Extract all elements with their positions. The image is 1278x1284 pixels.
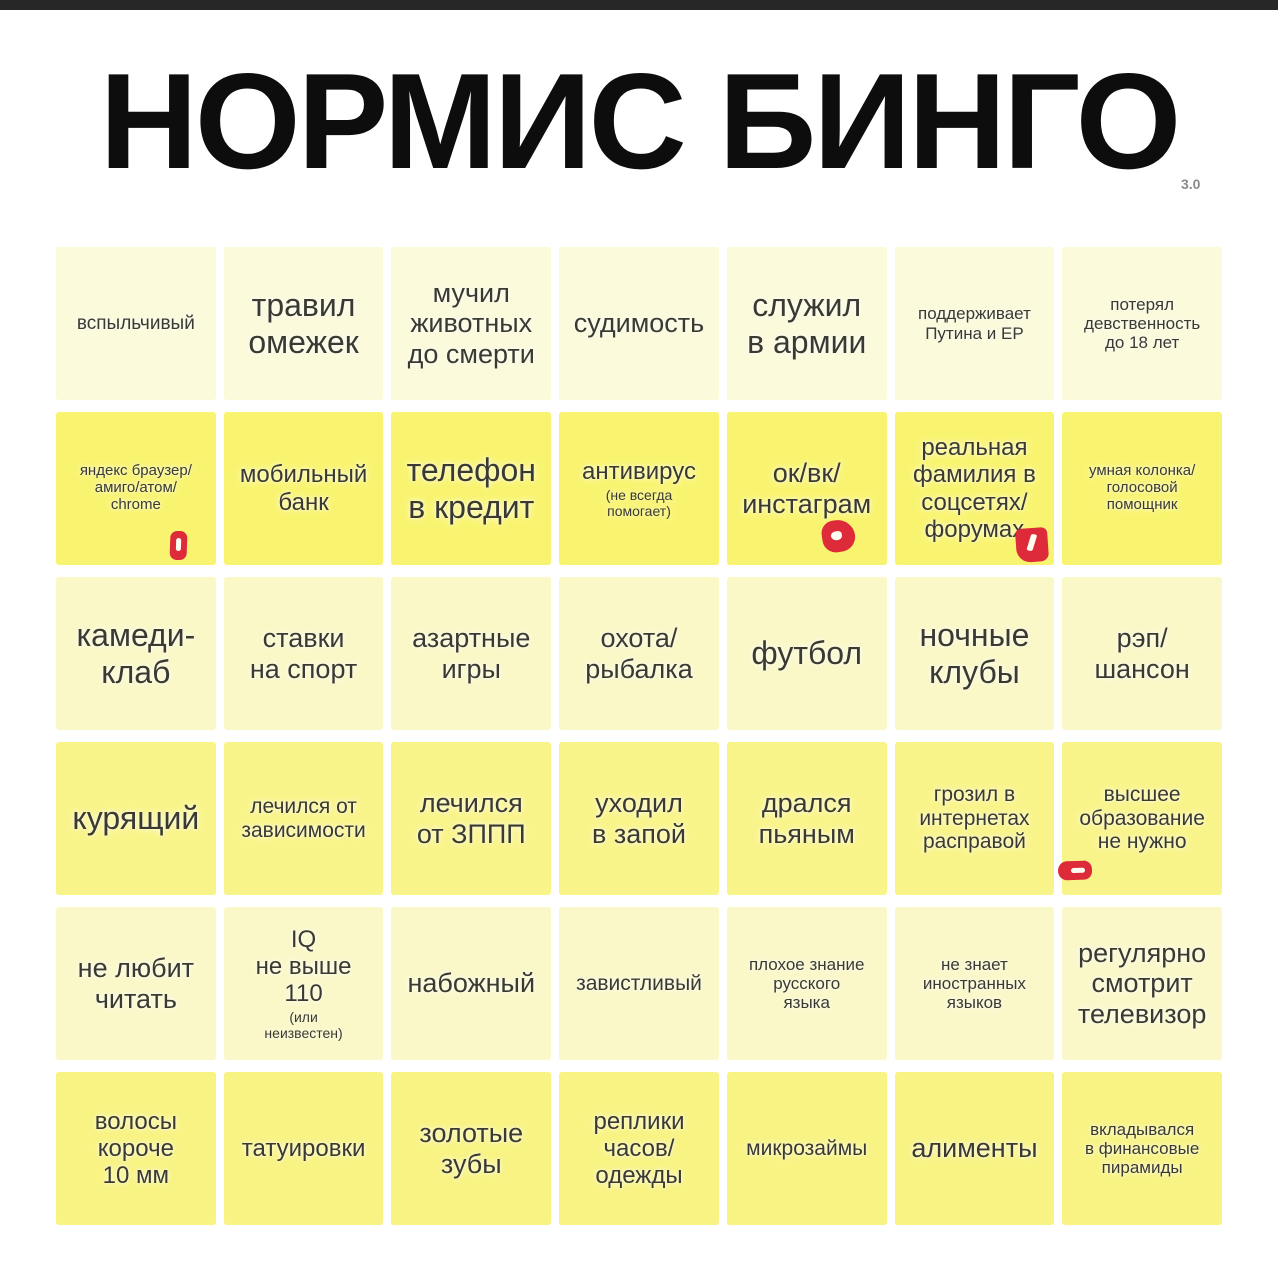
bingo-cell-r5c3: набожный [391,907,552,1060]
bingo-cell-text: вспыльчивый [76,312,195,334]
bingo-cell-text: азартные игры [412,623,531,684]
bingo-cell-r4c2: лечился от зависимости [223,742,384,895]
bingo-cell-text: травил омежек [248,287,359,360]
bingo-cell-text: рэп/ шансон [1094,623,1190,684]
bingo-cell-text: вкладывался в финансовые пирамиды [1084,1119,1200,1178]
bingo-cell-text: дрался пьяным [758,788,855,849]
bingo-cell-r2c6: реальная фамилия в соцсетях/ форумах [894,412,1055,565]
page-title: НОРМИС БИНГО [99,45,1182,197]
red-marker-doodle-education [1057,860,1093,881]
bingo-cell-r3c4: охота/ рыбалка [559,577,719,730]
bingo-cell-r6c6: алименты [894,1072,1055,1225]
bingo-cell-text: умная колонка/ голосовой помощник [1089,462,1196,513]
bingo-cell-r2c3: телефон в кредит [391,412,552,565]
bingo-cell-r5c1: не любит читать [56,907,216,1060]
bingo-cell-r2c7: умная колонка/ голосовой помощник [1062,412,1222,565]
bingo-cell-r3c7: рэп/ шансон [1062,577,1222,730]
bingo-cell-text: не любит читать [77,953,195,1014]
bingo-cell-text: курящий [72,800,200,837]
marker-doodle-highlight [175,537,182,552]
bingo-cell-text: антивирус [582,458,696,486]
red-marker-doodle-browsers [169,530,188,561]
bingo-cell-text: охота/ рыбалка [585,623,693,684]
bingo-cell-text: золотые зубы [419,1118,524,1179]
bingo-cell-r1c1: вспыльчивый [56,247,216,400]
bingo-cell-r6c2: татуировки [223,1072,384,1225]
bingo-cell-note: (не всегда помогает) [605,487,673,519]
bingo-cell-text: футбол [751,635,863,672]
bingo-cell-text: поддерживает Путина и ЕР [917,304,1031,343]
bingo-cell-r3c1: камеди- клаб [56,577,216,730]
bingo-cell-r5c2: IQ не выше 110 (или неизвестен) [223,907,384,1060]
bingo-cell-r3c3: азартные игры [391,577,552,730]
marker-doodle-highlight [1026,533,1038,552]
bingo-cell-r4c1: курящий [56,742,216,895]
bingo-cell-text: служил в армии [747,287,867,360]
bingo-cell-r6c1: волосы короче 10 мм [56,1072,216,1225]
bingo-cell-r2c1: яндекс браузер/ амиго/атом/ chrome [56,412,216,565]
bingo-cell-r5c6: не знает иностранных языков [894,907,1055,1060]
bingo-cell-text: телефон в кредит [406,452,536,525]
bingo-cell-text: не знает иностранных языков [922,954,1026,1013]
bingo-cell-text: регулярно смотрит телевизор [1077,937,1207,1029]
bingo-cell-r1c7: потерял девственность до 18 лет [1062,247,1222,400]
bingo-cell-r4c5: дрался пьяным [726,742,887,895]
bingo-cell-text: алименты [911,1133,1038,1164]
bingo-cell-text: мучил животных до смерти [407,277,535,369]
bingo-cell-r1c2: травил омежек [223,247,384,400]
marker-doodle-highlight [830,530,843,542]
bingo-cell-text: камеди- клаб [76,617,196,690]
bingo-grid: вспыльчивый травил омежек мучил животных д… [56,247,1222,1225]
bingo-cell-text: уходил в запой [592,788,686,849]
bingo-cell-text: лечился от ЗППП [416,788,526,849]
bingo-cell-text: мобильный банк [239,461,368,516]
bingo-cell-r1c4: судимость [559,247,719,400]
bingo-cell-note: (или неизвестен) [264,1009,343,1041]
bingo-cell-r3c5: футбол [726,577,887,730]
bingo-cell-r4c6: грозил в интернетах расправой [894,742,1055,895]
bingo-cell-r6c4: реплики часов/ одежды [559,1072,719,1225]
version-label: 3.0 [1181,176,1201,192]
bingo-cell-r4c3: лечился от ЗППП [391,742,552,895]
bingo-cell-text: яндекс браузер/ амиго/атом/ chrome [79,462,192,513]
bingo-cell-text: IQ не выше 110 [255,925,352,1008]
bingo-cell-r1c6: поддерживает Путина и ЕР [894,247,1055,400]
bingo-cell-text: микрозаймы [746,1136,868,1160]
bingo-cell-text: лечился от зависимости [241,794,366,842]
bingo-cell-r2c2: мобильный банк [223,412,384,565]
bingo-cell-r1c3: мучил животных до смерти [391,247,552,400]
marker-doodle-highlight [1070,867,1086,874]
bingo-cell-text: высшее образование не нужно [1079,782,1205,854]
bingo-cell-text: потерял девственность до 18 лет [1084,294,1201,353]
bingo-cell-text: набожный [407,968,536,999]
bingo-cell-text: реальная фамилия в соцсетях/ форумах [913,434,1036,543]
red-marker-doodle-real-name [1014,526,1050,564]
bingo-cell-text: грозил в интернетах расправой [919,782,1030,854]
bingo-cell-r2c5: ок/вк/ инстаграм [726,412,887,565]
bingo-cell-r4c4: уходил в запой [559,742,719,895]
bingo-cell-r1c5: служил в армии [726,247,887,400]
bingo-cell-r6c7: вкладывался в финансовые пирамиды [1062,1072,1222,1225]
bingo-cell-r6c5: микрозаймы [726,1072,887,1225]
bingo-cell-text: судимость [573,308,705,339]
bingo-cell-r6c3: золотые зубы [391,1072,552,1225]
bingo-cell-text: плохое знание русского языка [748,954,865,1013]
bingo-cell-text: татуировки [241,1134,366,1162]
bingo-cell-text: волосы короче 10 мм [94,1107,177,1190]
bingo-cell-text: ставки на спорт [249,623,358,684]
bingo-cell-text: реплики часов/ одежды [593,1107,685,1190]
bingo-cell-r3c6: ночные клубы [894,577,1055,730]
bingo-cell-text: ночные клубы [919,617,1030,690]
top-dark-bar [0,0,1278,10]
bingo-cell-r2c4: антивирус (не всегда помогает) [559,412,719,565]
bingo-cell-r5c4: завистливый [559,907,719,1060]
bingo-cell-r5c5: плохое знание русского языка [726,907,887,1060]
bingo-cell-text: завистливый [576,971,702,995]
bingo-cell-r5c7: регулярно смотрит телевизор [1062,907,1222,1060]
bingo-cell-r3c2: ставки на спорт [223,577,384,730]
bingo-cell-text: ок/вк/ инстаграм [742,458,872,519]
